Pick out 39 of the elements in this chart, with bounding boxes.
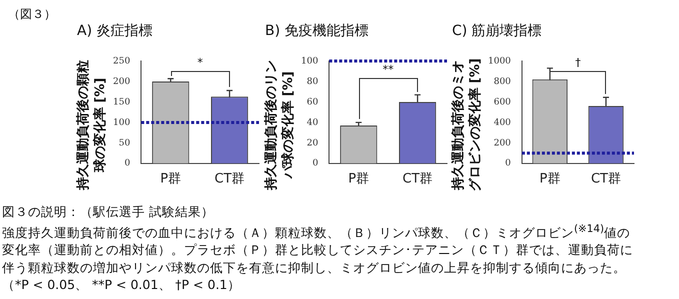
y-tick-label: 0 bbox=[505, 158, 512, 169]
y-tick-label: 250 bbox=[112, 56, 130, 66]
y-tick-label: 800 bbox=[494, 76, 512, 87]
text: 変化率（運動前との相対値）。プラセボ（Ｐ）群と比較してシスチン･テアニン（ＣＴ）群では、運動負荷に bbox=[2, 241, 633, 259]
caption: 図３の説明：（駅伝選手 試験結果） bbox=[2, 203, 215, 220]
annotation: ** bbox=[382, 62, 395, 77]
x-tick-label: P群 bbox=[160, 172, 182, 187]
x-tick-label: CT群 bbox=[402, 172, 433, 187]
text: 伴う顆粒球数の増加やリンパ球数の低下を有意に抑制し、ミオグロビン値の上昇を抑制する傾向にあった。 bbox=[2, 258, 627, 276]
y-tick-label: 150 bbox=[112, 97, 130, 108]
x-tick-label: P群 bbox=[348, 172, 370, 187]
annotation: * bbox=[196, 56, 204, 70]
y-axis-title: 持久運動負荷後のミオグロビンの変化率 [%] bbox=[450, 57, 484, 193]
chart-title: B) 免疫機能指標 bbox=[265, 22, 369, 40]
y-tick-label: 0 bbox=[124, 158, 130, 169]
text: 強度持久運動負荷前後での血中における（Ａ）顆粒球数、（Ｂ）リンパ球数、（Ｃ）ミオグロビン$^{(※14)}$値の bbox=[2, 222, 632, 242]
x-tick-label: CT群 bbox=[590, 172, 621, 187]
y-tick-label: 200 bbox=[494, 138, 512, 148]
y-tick-label: 200 bbox=[112, 76, 130, 87]
text: （図３） bbox=[8, 6, 56, 23]
y-tick-label: 50 bbox=[118, 138, 130, 148]
y-tick-label: 600 bbox=[494, 97, 512, 108]
x-tick-label: CT群 bbox=[214, 172, 245, 187]
y-tick-label: 100 bbox=[112, 118, 130, 128]
y-axis-title: 持久運動負荷後のリンパ球の変化率 [%] bbox=[263, 59, 297, 192]
annotation: † bbox=[574, 56, 582, 70]
y-tick-label: 60 bbox=[306, 97, 318, 108]
y-tick-label: 1000 bbox=[488, 56, 512, 66]
y-tick-label: 0 bbox=[312, 158, 318, 169]
text: （*P < 0.05、 **P < 0.01、 †P < 0.1） bbox=[2, 276, 242, 294]
y-axis-title: 持久運動負荷後の顆粒球の変化率 [%] bbox=[75, 59, 109, 192]
chart-title: A) 炎症指標 bbox=[77, 22, 152, 40]
x-tick-label: P群 bbox=[540, 172, 560, 187]
y-tick-label: 400 bbox=[494, 118, 512, 128]
y-tick-label: 20 bbox=[306, 138, 318, 148]
y-tick-label: 80 bbox=[306, 76, 318, 87]
y-tick-label: 40 bbox=[306, 118, 318, 128]
chart-title: C) 筋崩壊指標 bbox=[452, 22, 542, 40]
y-tick-label: 100 bbox=[300, 56, 318, 66]
